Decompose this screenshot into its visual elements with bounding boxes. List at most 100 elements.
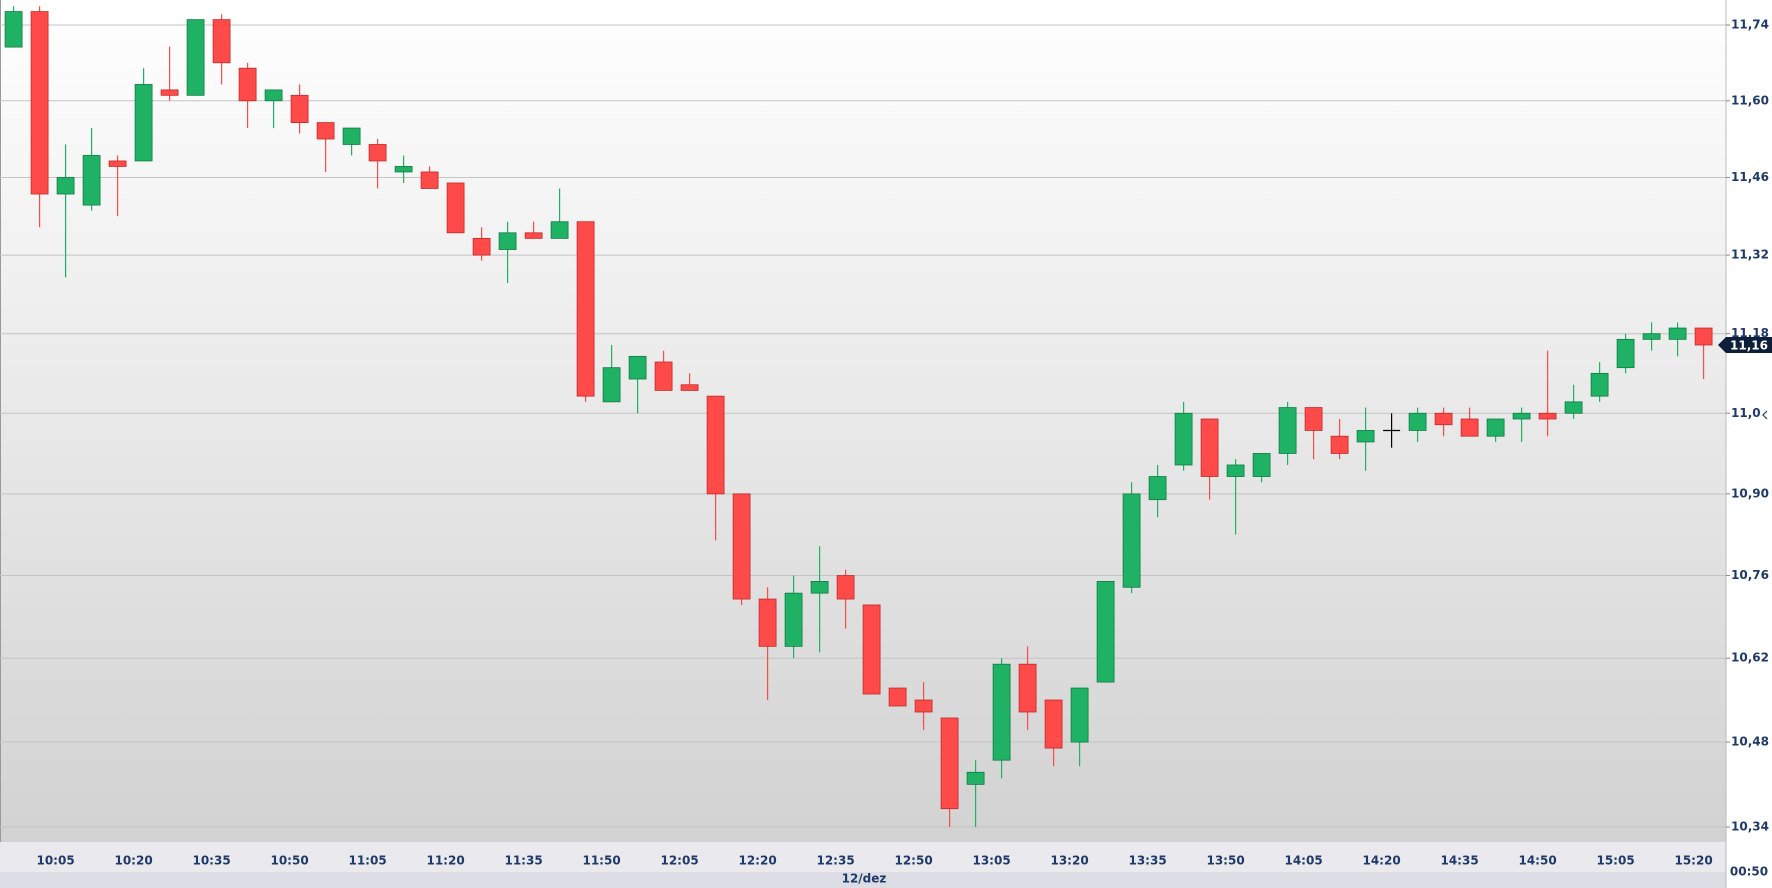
x-tick-label: 13:05: [972, 854, 1010, 868]
candle-body: [420, 171, 439, 189]
candle-body: [290, 94, 309, 123]
x-tick-label: 10:50: [270, 854, 308, 868]
candle-body: [914, 699, 933, 713]
x-axis-background: [0, 842, 1726, 872]
candle-body: [576, 221, 595, 397]
candle-body: [940, 717, 959, 810]
x-tick-label: 12:20: [738, 854, 776, 868]
candle-body: [1200, 418, 1219, 477]
candle-body: [30, 11, 49, 195]
x-tick-label: 13:50: [1206, 854, 1244, 868]
x-tick-label: 10:35: [192, 854, 230, 868]
x-tick-label: 13:35: [1128, 854, 1166, 868]
x-tick-label: 13:20: [1050, 854, 1088, 868]
y-tick-label: 11,18: [1731, 326, 1769, 340]
candle-body: [628, 355, 647, 380]
x-tick-label: 11:20: [426, 854, 464, 868]
price-tag: [1718, 336, 1772, 353]
candle-body: [368, 144, 387, 162]
candle-body: [1148, 476, 1167, 501]
candle-body: [1616, 338, 1635, 369]
axis-background: [1726, 0, 1772, 888]
candle-body: [550, 221, 569, 239]
candle-body: [784, 592, 803, 647]
candle-body: [108, 160, 127, 167]
y-tick-label: 11,46: [1731, 170, 1769, 184]
date-background: [0, 872, 1726, 888]
x-tick-label: 14:20: [1362, 854, 1400, 868]
candle-body: [758, 598, 777, 647]
x-tick-label: 15:20: [1674, 854, 1712, 868]
candle-body: [1330, 435, 1349, 454]
x-tick-label: 12:35: [816, 854, 854, 868]
y-tick-label: 10,76: [1731, 568, 1769, 582]
candle-body: [966, 771, 985, 785]
x-tick-label: 10:20: [114, 854, 152, 868]
collapse-icon[interactable]: [1762, 410, 1768, 420]
candle-body: [706, 395, 725, 495]
candle-body: [524, 232, 543, 239]
candle-body: [472, 237, 491, 256]
candle-body: [160, 89, 179, 96]
candle-body: [134, 84, 153, 162]
candle-body: [1564, 401, 1583, 414]
x-tick-label: 11:50: [582, 854, 620, 868]
candle-body: [1096, 581, 1115, 683]
candle-body: [1538, 412, 1557, 420]
candle-body: [888, 687, 907, 707]
candle-body: [1460, 418, 1479, 437]
candle-body: [1512, 412, 1531, 420]
x-tick-label: 11:35: [504, 854, 542, 868]
candle-body: [446, 182, 465, 234]
candle-body: [498, 232, 517, 250]
candle-body: [1070, 687, 1089, 743]
y-tick-label: 10,90: [1731, 486, 1769, 500]
candle-body: [82, 155, 101, 206]
candle-body: [264, 89, 283, 102]
x-tick-label: 12:50: [894, 854, 932, 868]
y-tick-label: 11,32: [1731, 248, 1769, 262]
x-tick-label: 15:05: [1596, 854, 1634, 868]
candle-body: [1018, 663, 1037, 713]
candle-body: [186, 19, 205, 96]
candle-body: [654, 361, 673, 391]
candle-body: [238, 67, 257, 102]
candle-body: [1174, 412, 1193, 466]
candle-body: [56, 177, 75, 195]
date-label: 12/dez: [842, 872, 887, 886]
y-tick-label: 11,0: [1731, 406, 1761, 420]
y-tick-label: 11,74: [1731, 18, 1769, 32]
candle-body: [1226, 464, 1245, 477]
candle-body: [732, 493, 751, 600]
candle-body: [836, 575, 855, 600]
candle-body: [602, 367, 621, 403]
candle-body: [1408, 412, 1427, 431]
candle-body: [1668, 327, 1687, 340]
candle-body: [1486, 418, 1505, 437]
countdown: 00:50: [1730, 865, 1768, 879]
y-tick-label: 10,34: [1731, 820, 1769, 834]
candle-body: [1694, 327, 1713, 346]
candle-body: [1356, 430, 1375, 443]
y-tick-label: 10,48: [1731, 735, 1769, 749]
candle-body: [1252, 453, 1271, 477]
candle-body: [810, 581, 829, 594]
x-tick-label: 14:05: [1284, 854, 1322, 868]
x-tick-label: 12:05: [660, 854, 698, 868]
candle-body: [316, 122, 335, 140]
candle-body: [1278, 407, 1297, 454]
candle-body: [992, 663, 1011, 761]
candle-body: [342, 127, 361, 145]
price-tag-label: 11,16: [1730, 338, 1768, 352]
candle-body: [1304, 407, 1323, 431]
x-tick-label: 14:50: [1518, 854, 1556, 868]
y-tick-label: 10,62: [1731, 651, 1769, 665]
candle-body: [1122, 493, 1141, 588]
candle-body: [1044, 699, 1063, 749]
x-tick-label: 10:05: [36, 854, 74, 868]
candle-body: [680, 384, 699, 391]
candle-body: [212, 19, 231, 64]
candle-body: [1434, 412, 1453, 426]
candle-body: [1642, 333, 1661, 340]
